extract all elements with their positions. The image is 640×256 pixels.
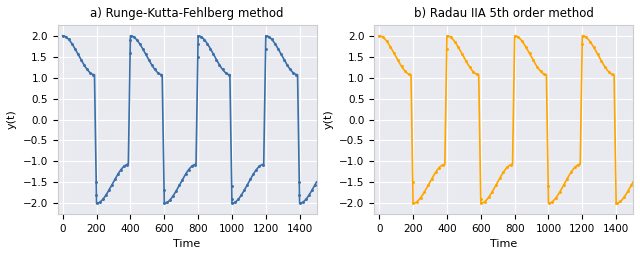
X-axis label: Time: Time (173, 239, 201, 249)
Y-axis label: y(t): y(t) (7, 110, 17, 129)
Y-axis label: y(t): y(t) (323, 110, 333, 129)
Title: a) Runge-Kutta-Fehlberg method: a) Runge-Kutta-Fehlberg method (90, 7, 284, 20)
Title: b) Radau IIA 5th order method: b) Radau IIA 5th order method (413, 7, 593, 20)
X-axis label: Time: Time (490, 239, 517, 249)
